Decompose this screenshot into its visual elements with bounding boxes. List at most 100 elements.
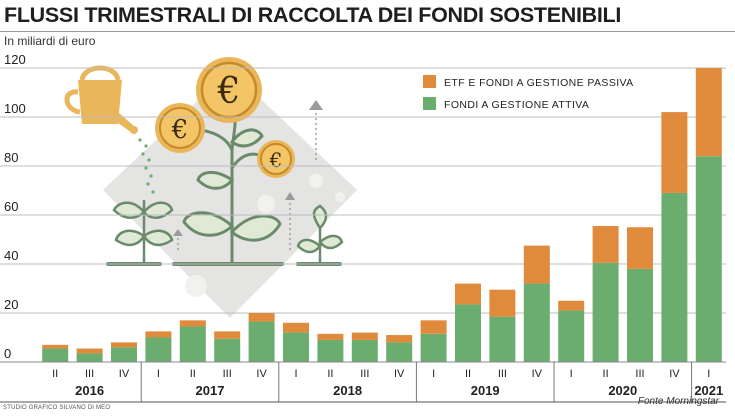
- y-tick-label: 40: [4, 248, 18, 263]
- y-tick-label: 80: [4, 150, 18, 165]
- x-axis: II III IV I II III IV I II III IV I II III IV I II III IV I…: [0, 361, 726, 403]
- graphic-credit: STUDIO GRAFICO SILVANO DI MEO: [3, 405, 111, 411]
- bar-passive-9: [351, 332, 378, 340]
- bar-active-18: [661, 192, 688, 362]
- y-tick-label: 120: [4, 52, 26, 67]
- bar-passive-18: [661, 112, 688, 193]
- x-tick-label: I: [432, 368, 435, 380]
- bar-active-8: [317, 339, 344, 362]
- data-source: Fonte Morningstar: [637, 396, 719, 407]
- bar-passive-16: [592, 226, 619, 263]
- plant-icon: [112, 200, 174, 262]
- growth-arrows: [177, 110, 317, 250]
- x-tick-label: IV: [669, 368, 680, 380]
- legend-swatch-passive: [423, 75, 436, 88]
- chart-title: FLUSSI TRIMESTRALI DI RACCOLTA DEI FONDI…: [4, 3, 622, 27]
- water-drops: [138, 138, 155, 194]
- x-tick-label: II: [327, 368, 333, 380]
- decor-bubble: [335, 192, 345, 202]
- bar-active-6: [248, 321, 275, 362]
- bar-passive-13: [489, 289, 516, 317]
- bar-active-0: [42, 348, 69, 362]
- y-tick-label: 60: [4, 199, 18, 214]
- bar-passive-15: [558, 300, 585, 311]
- legend-label-active: FONDI A GESTIONE ATTIVA: [444, 99, 590, 111]
- bar-active-7: [283, 332, 309, 362]
- bar-passive-11: [420, 320, 447, 334]
- legend-item-active: FONDI A GESTIONE ATTIVA: [423, 97, 589, 111]
- bars: [42, 68, 722, 362]
- x-tick-label: II: [190, 368, 196, 380]
- bar-active-1: [76, 353, 103, 362]
- bar-passive-14: [523, 245, 550, 284]
- chart-subtitle: In miliardi di euro: [4, 34, 96, 48]
- bar-active-9: [351, 339, 378, 362]
- illustration: € € €: [64, 57, 357, 318]
- y-tick-label: 20: [4, 297, 18, 312]
- x-group-label: 2019: [471, 383, 500, 398]
- bar-active-16: [592, 262, 619, 362]
- legend-item-passive: ETF E FONDI A GESTIONE PASSIVA: [423, 75, 634, 89]
- x-group-label: 2017: [196, 383, 225, 398]
- bar-passive-6: [248, 313, 275, 322]
- x-group-label: 2016: [75, 383, 104, 398]
- bar-passive-7: [283, 322, 309, 333]
- bar-passive-17: [627, 227, 653, 269]
- y-axis-tick-labels: 0 20 40 60 80 100 120: [4, 52, 26, 361]
- bar-passive-10: [386, 335, 413, 343]
- bar-active-10: [386, 342, 413, 362]
- bar-active-14: [523, 283, 550, 362]
- x-tick-label: II: [465, 368, 471, 380]
- x-tick-label: I: [570, 368, 573, 380]
- decor-bubble: [185, 275, 207, 297]
- bar-active-15: [558, 310, 585, 362]
- bar-active-4: [179, 326, 206, 362]
- x-group-label: 2020: [608, 383, 637, 398]
- watering-can-icon: [64, 65, 138, 134]
- x-tick-label: I: [294, 368, 297, 380]
- bar-passive-5: [214, 331, 241, 339]
- svg-text:€: €: [269, 148, 283, 172]
- svg-text:€: €: [171, 115, 189, 145]
- bar-active-12: [455, 304, 481, 362]
- bar-passive-8: [317, 333, 344, 340]
- x-tick-label: II: [603, 368, 609, 380]
- bar-active-11: [420, 333, 447, 362]
- bar-passive-12: [455, 283, 481, 305]
- euro-coin-icon: €: [196, 57, 262, 123]
- bar-active-2: [111, 347, 137, 362]
- x-tick-label: III: [635, 368, 644, 380]
- legend-swatch-active: [423, 97, 436, 110]
- x-tick-label: IV: [532, 368, 543, 380]
- plant-icon: [296, 204, 344, 262]
- bar-active-17: [627, 268, 653, 362]
- bar-active-5: [214, 338, 241, 362]
- bar-active-3: [145, 337, 172, 362]
- x-tick-label: IV: [394, 368, 405, 380]
- x-tick-label: III: [498, 368, 507, 380]
- decor-bubble: [309, 174, 323, 188]
- x-tick-label: II: [52, 368, 58, 380]
- y-tick-label: 0: [4, 346, 11, 361]
- x-tick-label: IV: [119, 368, 130, 380]
- euro-coin-icon: €: [155, 103, 205, 153]
- x-group-label: 2018: [333, 383, 362, 398]
- bar-passive-1: [76, 348, 103, 354]
- bar-active-13: [489, 316, 516, 362]
- x-tick-label: III: [223, 368, 232, 380]
- y-tick-label: 100: [4, 101, 26, 116]
- decor-bubble: [257, 195, 275, 213]
- bar-passive-3: [145, 331, 172, 338]
- growth-arrow-heads: [173, 100, 323, 236]
- x-tick-label: III: [360, 368, 369, 380]
- bar-passive-2: [111, 342, 137, 348]
- legend-label-passive: ETF E FONDI A GESTIONE PASSIVA: [444, 77, 634, 89]
- bar-passive-0: [42, 344, 69, 349]
- bar-passive-4: [179, 320, 206, 327]
- title-divider: [0, 31, 735, 32]
- x-tick-label: IV: [256, 368, 267, 380]
- plant-icon: [182, 105, 282, 262]
- x-tick-label: I: [157, 368, 160, 380]
- bar-active-19: [695, 156, 722, 362]
